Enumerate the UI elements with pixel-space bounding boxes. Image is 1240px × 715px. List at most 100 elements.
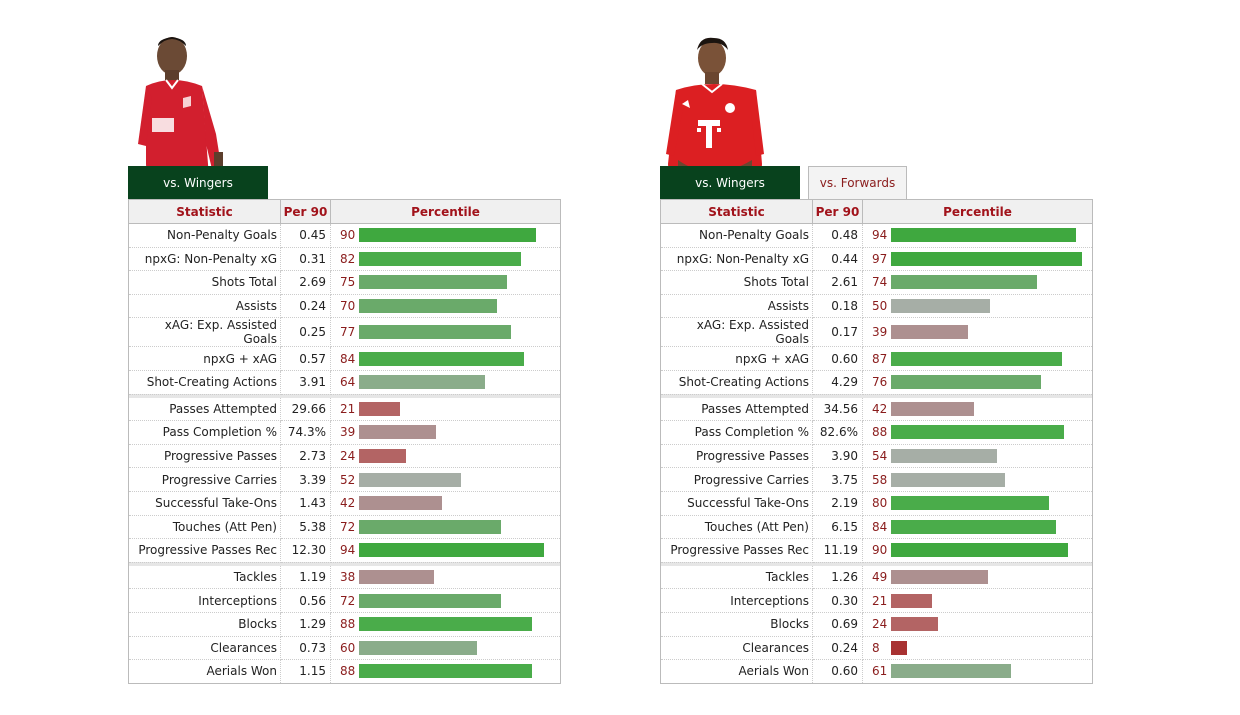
table-header-row: Statistic Per 90 Percentile bbox=[660, 199, 1093, 224]
table-row: Shot-Creating Actions 3.91 64 bbox=[128, 370, 561, 395]
stat-name: Progressive Passes Rec bbox=[128, 538, 281, 563]
table-row: Pass Completion % 82.6% 88 bbox=[660, 420, 1093, 445]
percentile-value: 49 bbox=[872, 570, 888, 585]
percentile-bar bbox=[359, 401, 401, 416]
table-row: Shot-Creating Actions 4.29 76 bbox=[660, 370, 1093, 395]
percentile-value: 88 bbox=[340, 664, 356, 679]
table-row: Tackles 1.19 38 bbox=[128, 565, 561, 590]
table-row: Passes Attempted 34.56 42 bbox=[660, 397, 1093, 422]
percentile-value: 90 bbox=[872, 543, 888, 558]
stat-name: Pass Completion % bbox=[128, 420, 281, 445]
per90-value: 2.61 bbox=[812, 270, 863, 295]
stat-name: Shots Total bbox=[128, 270, 281, 295]
tab-vs-forwards[interactable]: vs. Forwards bbox=[808, 166, 907, 199]
table-row: xAG: Exp. Assisted Goals 0.17 39 bbox=[660, 317, 1093, 348]
percentile-bar bbox=[891, 351, 1063, 366]
header-percentile[interactable]: Percentile bbox=[862, 199, 1093, 224]
percentile-bar bbox=[891, 496, 1049, 511]
stat-name: Passes Attempted bbox=[128, 397, 281, 422]
per90-value: 3.75 bbox=[812, 467, 863, 492]
stat-name: Non-Penalty Goals bbox=[128, 223, 281, 248]
stat-name: Tackles bbox=[660, 565, 813, 590]
group-separator bbox=[660, 394, 1093, 398]
percentile-bar bbox=[359, 325, 511, 340]
percentile-bar bbox=[891, 519, 1057, 534]
per90-value: 5.38 bbox=[280, 515, 331, 540]
table-header-row: Statistic Per 90 Percentile bbox=[128, 199, 561, 224]
per90-value: 1.26 bbox=[812, 565, 863, 590]
per90-value: 0.48 bbox=[812, 223, 863, 248]
percentile-bar bbox=[359, 472, 462, 487]
percentile-bar bbox=[891, 425, 1065, 440]
stat-name: npxG: Non-Penalty xG bbox=[660, 247, 813, 272]
percentile-value: 94 bbox=[340, 543, 356, 558]
percentile-bar bbox=[359, 299, 497, 314]
percentile-bar bbox=[359, 228, 537, 243]
percentile-cell: 42 bbox=[862, 397, 1093, 422]
per90-value: 2.69 bbox=[280, 270, 331, 295]
per90-value: 0.17 bbox=[812, 317, 863, 348]
percentile-value: 84 bbox=[340, 351, 356, 366]
per90-value: 2.73 bbox=[280, 444, 331, 469]
percentile-value: 54 bbox=[872, 449, 888, 464]
percentile-value: 64 bbox=[340, 375, 356, 390]
percentile-cell: 24 bbox=[330, 444, 561, 469]
percentile-value: 8 bbox=[872, 640, 880, 655]
table-row: Blocks 0.69 24 bbox=[660, 612, 1093, 637]
stat-name: Clearances bbox=[128, 636, 281, 661]
percentile-bar bbox=[359, 570, 434, 585]
table-row: Progressive Passes 2.73 24 bbox=[128, 444, 561, 469]
percentile-value: 24 bbox=[340, 449, 356, 464]
percentile-cell: 49 bbox=[862, 565, 1093, 590]
table-row: npxG: Non-Penalty xG 0.44 97 bbox=[660, 247, 1093, 272]
table-row: Shots Total 2.61 74 bbox=[660, 270, 1093, 295]
table-row: Assists 0.24 70 bbox=[128, 294, 561, 319]
percentile-cell: 88 bbox=[862, 420, 1093, 445]
percentile-bar bbox=[359, 543, 545, 558]
stat-name: Pass Completion % bbox=[660, 420, 813, 445]
percentile-bar bbox=[891, 251, 1083, 266]
percentile-cell: 54 bbox=[862, 444, 1093, 469]
percentile-bar bbox=[891, 593, 933, 608]
stat-name: Passes Attempted bbox=[660, 397, 813, 422]
header-statistic[interactable]: Statistic bbox=[660, 199, 813, 224]
table-row: Aerials Won 1.15 88 bbox=[128, 659, 561, 684]
table-row: Successful Take-Ons 2.19 80 bbox=[660, 491, 1093, 516]
stat-name: Assists bbox=[128, 294, 281, 319]
table-row: npxG: Non-Penalty xG 0.31 82 bbox=[128, 247, 561, 272]
percentile-bar bbox=[359, 496, 442, 511]
percentile-cell: 84 bbox=[862, 515, 1093, 540]
stat-name: Interceptions bbox=[660, 588, 813, 613]
percentile-cell: 64 bbox=[330, 370, 561, 395]
per90-value: 0.24 bbox=[280, 294, 331, 319]
table-row: Assists 0.18 50 bbox=[660, 294, 1093, 319]
stat-name: Aerials Won bbox=[128, 659, 281, 684]
percentile-cell: 88 bbox=[330, 659, 561, 684]
header-statistic[interactable]: Statistic bbox=[128, 199, 281, 224]
header-percentile[interactable]: Percentile bbox=[330, 199, 561, 224]
table-row: Interceptions 0.56 72 bbox=[128, 588, 561, 613]
stat-name: Tackles bbox=[128, 565, 281, 590]
percentile-value: 61 bbox=[872, 664, 888, 679]
percentile-value: 80 bbox=[872, 496, 888, 511]
per90-value: 0.73 bbox=[280, 636, 331, 661]
percentile-bar bbox=[891, 472, 1006, 487]
header-per-90[interactable]: Per 90 bbox=[280, 199, 331, 224]
percentile-cell: 74 bbox=[862, 270, 1093, 295]
table-row: xAG: Exp. Assisted Goals 0.25 77 bbox=[128, 317, 561, 348]
tab-vs-wingers[interactable]: vs. Wingers bbox=[128, 166, 268, 199]
table-row: Pass Completion % 74.3% 39 bbox=[128, 420, 561, 445]
percentile-cell: 8 bbox=[862, 636, 1093, 661]
per90-value: 11.19 bbox=[812, 538, 863, 563]
header-per-90[interactable]: Per 90 bbox=[812, 199, 863, 224]
tab-vs-wingers[interactable]: vs. Wingers bbox=[660, 166, 800, 199]
per90-value: 0.25 bbox=[280, 317, 331, 348]
stat-name: Aerials Won bbox=[660, 659, 813, 684]
percentile-bar bbox=[359, 251, 521, 266]
percentile-bar bbox=[359, 449, 407, 464]
table-row: Clearances 0.24 8 bbox=[660, 636, 1093, 661]
percentile-cell: 50 bbox=[862, 294, 1093, 319]
per90-value: 74.3% bbox=[280, 420, 331, 445]
stat-name: Successful Take-Ons bbox=[660, 491, 813, 516]
table-row: Successful Take-Ons 1.43 42 bbox=[128, 491, 561, 516]
